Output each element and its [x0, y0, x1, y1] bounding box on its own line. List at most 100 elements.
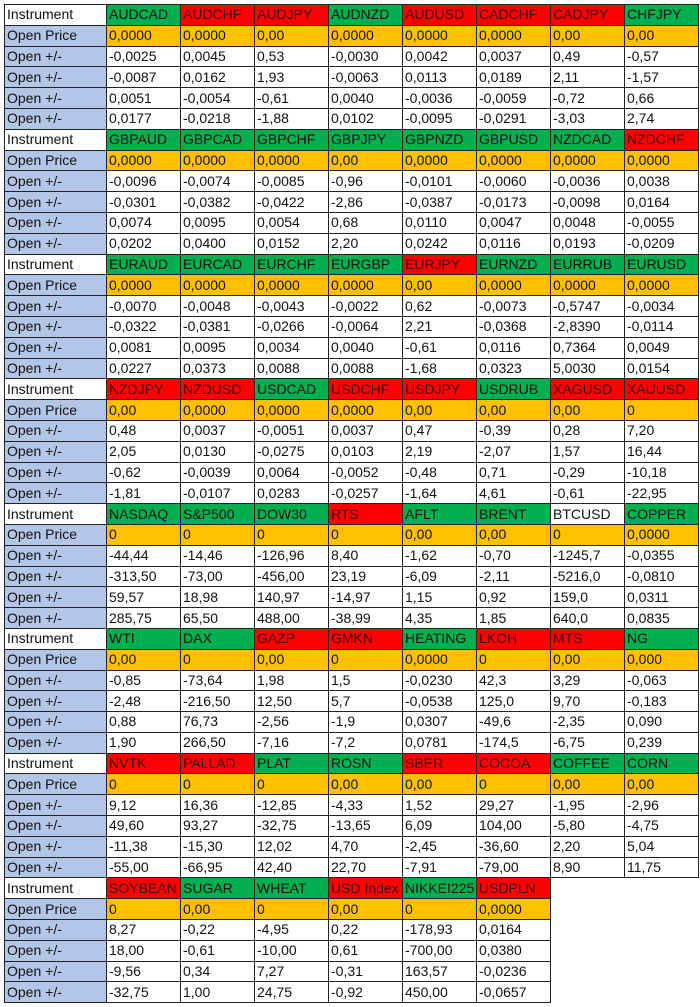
- change-cell[interactable]: -0,0036: [550, 170, 625, 193]
- change-cell[interactable]: -0,063: [624, 669, 699, 692]
- open-price-cell[interactable]: 0,00: [402, 523, 477, 546]
- change-cell[interactable]: -2,35: [550, 711, 625, 733]
- change-cell[interactable]: 0,0074: [106, 211, 181, 234]
- change-cell[interactable]: 0,0037: [180, 419, 255, 442]
- change-cell[interactable]: -0,0054: [180, 87, 255, 109]
- change-cell[interactable]: 8,40: [328, 544, 403, 567]
- open-price-cell[interactable]: 0,0000: [476, 274, 551, 297]
- change-cell[interactable]: 0,62: [402, 295, 477, 317]
- change-cell[interactable]: -0,57: [624, 45, 699, 68]
- change-cell[interactable]: 0,0380: [476, 939, 551, 962]
- change-cell[interactable]: 4,35: [402, 607, 477, 629]
- open-price-cell[interactable]: 0,0000: [328, 274, 403, 297]
- open-price-cell[interactable]: 0,00: [476, 523, 551, 546]
- change-cell[interactable]: -0,183: [624, 690, 699, 713]
- change-cell[interactable]: 0,48: [106, 419, 181, 442]
- change-cell[interactable]: 0,0116: [476, 336, 551, 359]
- open-price-cell[interactable]: 0: [106, 898, 181, 921]
- change-cell[interactable]: -13,65: [328, 815, 403, 837]
- change-cell[interactable]: 0,0102: [328, 107, 403, 130]
- change-cell[interactable]: 104,00: [476, 815, 551, 837]
- open-price-cell[interactable]: 0,00: [106, 648, 181, 671]
- change-cell[interactable]: -4,33: [328, 794, 403, 817]
- change-cell[interactable]: 9,12: [106, 794, 181, 817]
- open-price-cell[interactable]: 0,00: [550, 648, 625, 671]
- instrument-label[interactable]: Instrument: [4, 877, 107, 900]
- change-cell[interactable]: -11,38: [106, 835, 181, 858]
- instrument-label[interactable]: Instrument: [4, 627, 107, 650]
- change-cell[interactable]: 42,40: [254, 856, 329, 879]
- change-label[interactable]: Open +/-: [4, 461, 107, 484]
- open-price-cell[interactable]: 0,0000: [402, 648, 477, 671]
- change-cell[interactable]: 0,0110: [402, 211, 477, 234]
- instrument-name-cell[interactable]: USDCHF: [328, 378, 403, 401]
- change-cell[interactable]: 1,85: [476, 607, 551, 629]
- change-cell[interactable]: 1,5: [328, 669, 403, 692]
- instrument-name-cell[interactable]: NASDAQ: [106, 503, 181, 525]
- instrument-name-cell[interactable]: EURGBP: [328, 253, 403, 276]
- instrument-label[interactable]: Instrument: [4, 752, 107, 775]
- instrument-name-cell[interactable]: CHFJPY: [624, 4, 699, 26]
- change-cell[interactable]: -0,61: [550, 482, 625, 505]
- change-cell[interactable]: -0,0098: [550, 191, 625, 213]
- change-cell[interactable]: 22,70: [328, 856, 403, 879]
- change-label[interactable]: Open +/-: [4, 690, 107, 713]
- change-cell[interactable]: 0,0051: [106, 87, 181, 109]
- open-price-cell[interactable]: 0,00: [402, 274, 477, 297]
- change-cell[interactable]: 1,00: [180, 981, 255, 1004]
- instrument-name-cell[interactable]: NIKKEI225: [402, 877, 477, 900]
- change-cell[interactable]: 1,57: [550, 440, 625, 463]
- instrument-name-cell[interactable]: NZDJPY: [106, 378, 181, 401]
- change-cell[interactable]: -0,0810: [624, 565, 699, 588]
- change-cell[interactable]: 0,0034: [254, 336, 329, 359]
- change-label[interactable]: Open +/-: [4, 794, 107, 817]
- change-cell[interactable]: -4,75: [624, 815, 699, 837]
- open-price-cell[interactable]: 0: [106, 523, 181, 546]
- change-label[interactable]: Open +/-: [4, 815, 107, 837]
- change-cell[interactable]: -0,0095: [402, 107, 477, 130]
- change-cell[interactable]: 0,0835: [624, 607, 699, 629]
- open-price-cell[interactable]: 0,0000: [476, 149, 551, 172]
- open-price-cell[interactable]: 0,0000: [624, 274, 699, 297]
- change-cell[interactable]: 0,0323: [476, 357, 551, 380]
- change-cell[interactable]: -66,95: [180, 856, 255, 879]
- change-cell[interactable]: 0,0095: [180, 336, 255, 359]
- change-cell[interactable]: 0,0064: [254, 461, 329, 484]
- change-label[interactable]: Open +/-: [4, 919, 107, 941]
- instrument-name-cell[interactable]: AUDUSD: [402, 4, 477, 26]
- change-cell[interactable]: -10,18: [624, 461, 699, 484]
- change-cell[interactable]: -0,0266: [254, 315, 329, 338]
- instrument-name-cell[interactable]: COPPER: [624, 503, 699, 525]
- change-cell[interactable]: -0,0039: [180, 461, 255, 484]
- change-cell[interactable]: -174,5: [476, 731, 551, 754]
- instrument-name-cell[interactable]: EURNZD: [476, 253, 551, 276]
- change-cell[interactable]: -5,80: [550, 815, 625, 837]
- change-cell[interactable]: -0,0257: [328, 482, 403, 505]
- change-cell[interactable]: 0,0202: [106, 232, 181, 255]
- instrument-name-cell[interactable]: GBPCHF: [254, 128, 329, 151]
- instrument-name-cell[interactable]: PALLAD: [180, 752, 255, 775]
- change-cell[interactable]: -0,0064: [328, 315, 403, 338]
- open-price-cell[interactable]: 0,0000: [328, 399, 403, 421]
- instrument-name-cell[interactable]: COFFEE: [550, 752, 625, 775]
- change-cell[interactable]: -178,93: [402, 919, 477, 941]
- instrument-name-cell[interactable]: GMKN: [328, 627, 403, 650]
- change-cell[interactable]: -0,0087: [106, 66, 181, 89]
- change-cell[interactable]: -2,8390: [550, 315, 625, 338]
- change-cell[interactable]: -0,61: [402, 336, 477, 359]
- change-cell[interactable]: 16,44: [624, 440, 699, 463]
- change-cell[interactable]: -0,0055: [624, 211, 699, 234]
- change-cell[interactable]: 18,98: [180, 586, 255, 609]
- change-cell[interactable]: -0,0051: [254, 419, 329, 442]
- open-price-cell[interactable]: 0,00: [254, 648, 329, 671]
- change-cell[interactable]: -1,88: [254, 107, 329, 130]
- open-price-cell[interactable]: 0: [476, 773, 551, 796]
- instrument-name-cell[interactable]: USDJPY: [402, 378, 477, 401]
- change-cell[interactable]: 2,74: [624, 107, 699, 130]
- change-cell[interactable]: 0,0040: [328, 336, 403, 359]
- instrument-name-cell[interactable]: AUDNZD: [328, 4, 403, 26]
- change-cell[interactable]: -0,0368: [476, 315, 551, 338]
- change-label[interactable]: Open +/-: [4, 835, 107, 858]
- change-cell[interactable]: 0,92: [476, 586, 551, 609]
- open-price-cell[interactable]: 0,0000: [254, 149, 329, 172]
